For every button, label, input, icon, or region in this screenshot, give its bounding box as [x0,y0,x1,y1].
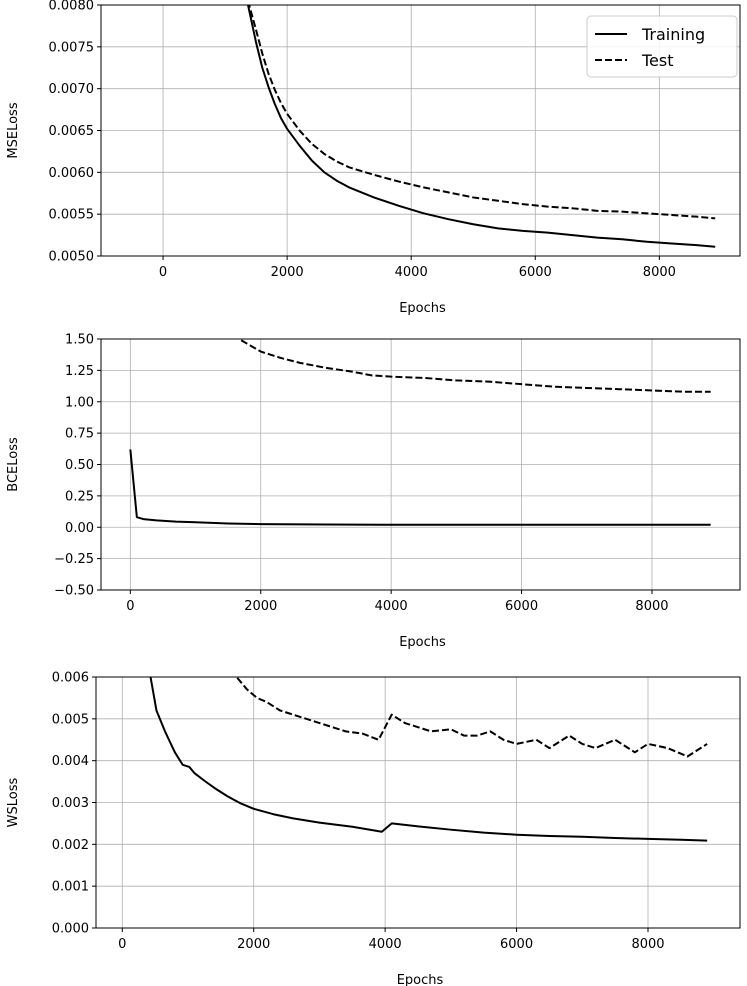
y-tick-label: 0.005 [52,712,89,727]
x-tick-label: 2000 [271,265,304,280]
x-tick-label: 4000 [395,265,428,280]
legend-training-label: Training [641,25,705,44]
y-tick-label: 0.0060 [49,166,95,181]
y-tick-label: 0.000 [52,922,89,937]
x-tick-label: 6000 [505,599,538,614]
x-tick-label: 2000 [237,937,270,952]
series-training-line [247,5,716,248]
series-test-line [240,339,711,393]
y-tick-label: 0.0070 [49,82,95,97]
x-tick-label: 8000 [631,937,664,952]
y-tick-label: −0.25 [54,552,94,567]
y-tick-label: 0.0055 [49,208,95,223]
y-tick-label: 1.00 [65,395,94,410]
y-tick-label: 0.75 [65,427,94,442]
series-test-line [248,5,716,220]
y-tick-label: 0.003 [52,796,89,811]
x-tick-label: 4000 [375,599,408,614]
x-tick-label: 2000 [244,599,277,614]
y-tick-label: 0.004 [52,754,89,769]
series-training-line [129,449,711,526]
y-tick-label: 1.50 [65,333,94,348]
legend-box [586,15,738,78]
y-axis-label: MSELoss [6,102,21,158]
x-tick-label: 6000 [500,937,533,952]
x-tick-label: 4000 [369,937,402,952]
legend-test-label: Test [641,51,674,70]
y-tick-label: 0.0050 [49,250,95,265]
y-axis-label: BCELoss [6,437,21,492]
x-tick-label: 8000 [643,265,676,280]
chart-1: 0 2000 4000 6000 8000 0.0050 0.0055 0.0060 0.006… [6,0,741,316]
x-tick-label: 8000 [635,599,668,614]
y-tick-label: 0.0065 [49,124,95,139]
y-axis-label: WSLoss [6,777,21,827]
y-tick-label: −0.50 [54,584,94,599]
y-tick-label: 0.25 [65,489,94,504]
y-tick-label: 0.006 [52,671,89,686]
chart-2: 0 2000 4000 6000 8000 −0.50 −0.25 0.00 0.25 0.50 0… [6,333,741,650]
x-tick-label: 6000 [519,265,552,280]
x-axis-label: Epochs [397,973,444,986]
series-training-line [149,677,708,842]
x-tick-label: 0 [126,599,134,614]
y-tick-label: 0.50 [65,458,94,473]
y-tick-label: 1.25 [65,364,94,379]
y-tick-label: 0.001 [52,880,89,895]
y-tick-label: 0.00 [65,521,94,536]
x-tick-label: 0 [159,265,167,280]
x-axis-label: Epochs [399,635,446,650]
y-tick-label: 0.002 [52,838,89,853]
x-tick-label: 0 [118,937,126,952]
legend: Training Test [586,15,738,78]
y-tick-label: 0.0080 [49,0,95,14]
y-tick-label: 0.0075 [49,40,95,55]
chart-3: 0 2000 4000 6000 8000 0.000 0.001 0.002 0.003 0.0… [6,671,741,986]
series-test-line [236,677,708,758]
x-axis-label: Epochs [399,301,446,316]
